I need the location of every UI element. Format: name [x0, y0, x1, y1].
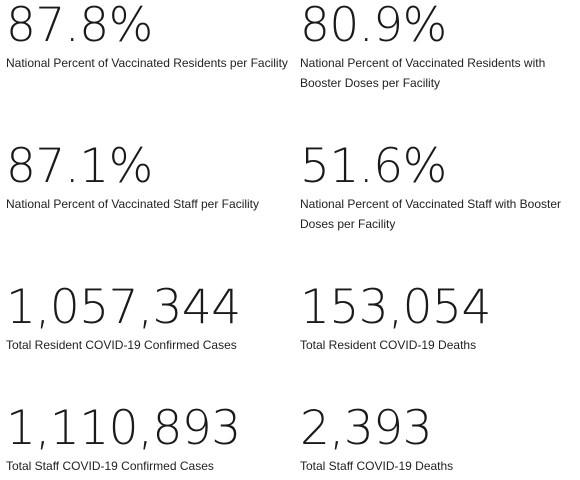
stat-value: 80.9%	[300, 0, 447, 53]
stat-vaccinated-residents: 87.8% National Percent of Vaccinated Res…	[6, 2, 291, 73]
stat-value: 1,110,893	[6, 401, 241, 456]
stat-booster-staff: 51.6% National Percent of Vaccinated Sta…	[300, 143, 580, 234]
stat-value: 87.8%	[6, 0, 153, 53]
stat-label: National Percent of Vaccinated Staff per…	[6, 197, 260, 211]
stat-label: National Percent of Vaccinated Residents…	[6, 56, 288, 70]
stat-label: Total Staff COVID-19 Confirmed Cases	[6, 459, 214, 473]
stat-label: National Percent of Vaccinated Staff wit…	[300, 197, 562, 231]
stat-booster-residents: 80.9% National Percent of Vaccinated Res…	[300, 2, 580, 93]
stat-value: 153,054	[300, 280, 491, 335]
stat-value: 2,393	[300, 401, 433, 456]
stat-label: Total Resident COVID-19 Confirmed Cases	[6, 338, 237, 352]
stat-value: 87.1%	[6, 139, 153, 194]
stat-resident-deaths: 153,054 Total Resident COVID-19 Deaths	[300, 284, 580, 355]
stat-staff-cases: 1,110,893 Total Staff COVID-19 Confirmed…	[6, 405, 291, 476]
stat-label: Total Resident COVID-19 Deaths	[300, 338, 477, 352]
stat-label: National Percent of Vaccinated Residents…	[300, 56, 546, 90]
stat-value: 51.6%	[300, 139, 447, 194]
stat-vaccinated-staff: 87.1% National Percent of Vaccinated Sta…	[6, 143, 291, 214]
stat-staff-deaths: 2,393 Total Staff COVID-19 Deaths	[300, 405, 580, 476]
stat-label: Total Staff COVID-19 Deaths	[300, 459, 454, 473]
stat-value: 1,057,344	[6, 280, 241, 335]
stat-resident-cases: 1,057,344 Total Resident COVID-19 Confir…	[6, 284, 291, 355]
